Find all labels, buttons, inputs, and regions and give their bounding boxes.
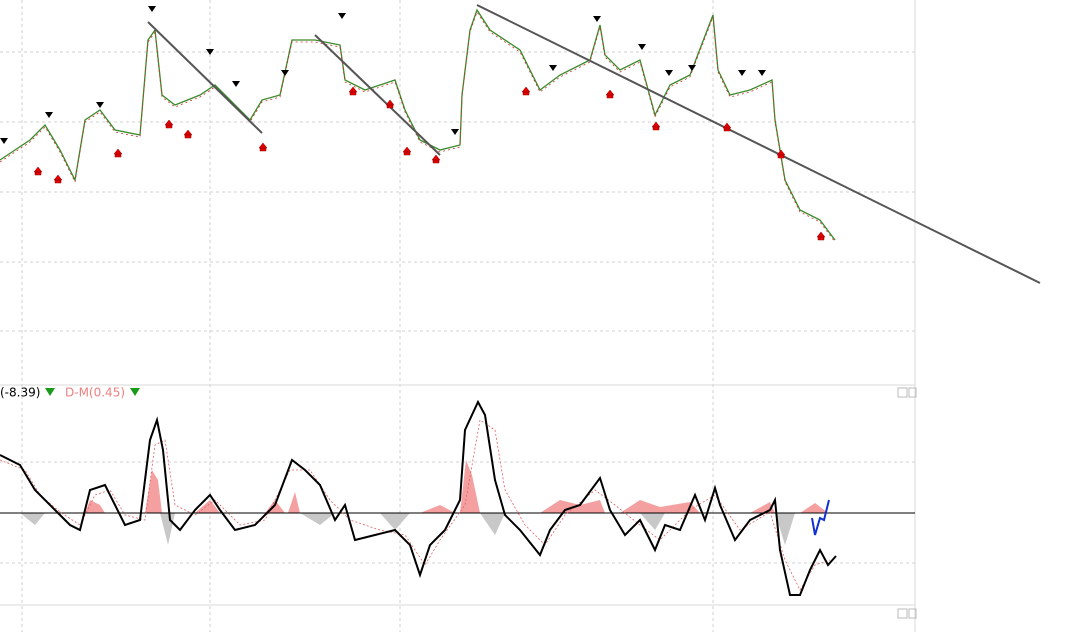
panel-button[interactable] [908, 608, 917, 619]
sell-arrow [638, 44, 646, 50]
sell-signals [0, 6, 766, 144]
sell-arrow [451, 129, 459, 135]
buy-arrow [605, 89, 615, 99]
price-series [0, 8, 836, 241]
sell-arrow [281, 70, 289, 76]
sell-arrow [96, 102, 104, 108]
buy-arrow [33, 166, 43, 176]
sell-arrow [593, 16, 601, 22]
buy-arrow [183, 129, 193, 139]
trend-line [147, 21, 263, 134]
price-panel [0, 0, 1041, 632]
buy-arrow [348, 86, 358, 96]
sell-arrow [758, 70, 766, 76]
legend-arrow [130, 388, 140, 396]
sell-arrow [45, 112, 53, 118]
buy-arrow [776, 149, 786, 159]
sell-arrow [549, 65, 557, 71]
legend-label: D-M(0.45) [65, 386, 125, 400]
indicator-panel: (-8.39) D-M(0.45) [0, 386, 917, 619]
sell-arrow [148, 6, 156, 12]
trend-line [476, 4, 1041, 284]
sell-arrow [0, 138, 8, 144]
buy-arrow [402, 146, 412, 156]
legend-arrow [45, 388, 55, 396]
panel-button[interactable] [908, 387, 917, 398]
forecast-line [811, 499, 830, 536]
panel-button[interactable] [897, 608, 908, 619]
buy-arrow [431, 154, 441, 164]
panel-button[interactable] [897, 387, 908, 398]
buy-arrow [816, 231, 826, 241]
indicator-line [0, 399, 837, 596]
positive-histogram [85, 460, 828, 513]
sell-arrow [688, 65, 696, 71]
buy-signals [33, 86, 826, 241]
legend-label: (-8.39) [0, 386, 40, 400]
buy-arrow [113, 148, 123, 158]
trend-line [314, 34, 441, 156]
buy-arrow [53, 174, 63, 184]
sell-arrow [338, 13, 346, 19]
sell-arrow [206, 49, 214, 55]
buy-arrow [521, 86, 531, 96]
buy-arrow [164, 119, 174, 129]
buy-arrow [385, 99, 395, 109]
price-series-down [0, 11, 836, 243]
buy-arrow [258, 142, 268, 152]
buy-arrow [722, 122, 732, 132]
signal-line [0, 419, 831, 591]
sell-arrow [232, 81, 240, 87]
buy-arrow [651, 121, 661, 131]
sell-arrow [665, 70, 673, 76]
sell-arrow [738, 70, 746, 76]
